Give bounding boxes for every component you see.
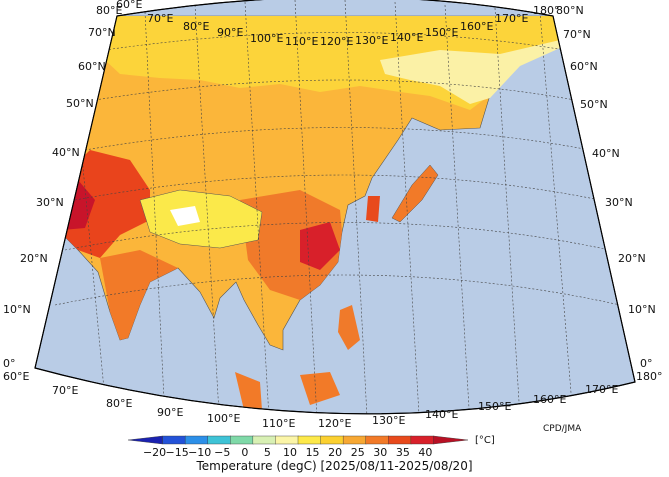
lon-label-bottom: 100°E [207, 412, 240, 425]
credit-label: CPD/JMA [543, 424, 582, 434]
tibet-core [170, 206, 200, 226]
lon-label-bottom: 150°E [478, 400, 511, 413]
colorbar-tick-label: −15 [166, 446, 189, 459]
colorbar-swatch [207, 435, 231, 445]
lat-labels-right: 80°N 70°N 60°N 50°N 40°N 30°N 20°N 10°N … [556, 4, 656, 370]
colorbar-swatch [127, 435, 163, 445]
lon-label-top: 180° [533, 4, 560, 17]
lat-labels-left: 70°N 60°N 50°N 40°N 30°N 20°N 10°N 0° [3, 26, 116, 370]
lon-label-bottom: 80°E [106, 397, 132, 410]
lon-label-top: 150°E [425, 26, 458, 39]
colorbar-swatch [162, 435, 186, 445]
colorbar-swatch [365, 435, 389, 445]
lat-label-left: 70°N [88, 26, 116, 39]
lon-label-bottom: 60°E [3, 370, 29, 383]
lat-label-right: 70°N [563, 28, 591, 41]
hot-region-india [100, 250, 178, 340]
borneo [300, 372, 340, 405]
colorbar-unit: [°C] [475, 435, 495, 446]
lon-labels-bottom: 60°E 70°E 80°E 90°E 100°E 110°E 120°E 13… [3, 370, 663, 430]
colorbar-tick-label: 10 [283, 446, 297, 459]
colorbar-tick-label: −5 [214, 446, 230, 459]
colorbar-tick-label: 5 [264, 446, 271, 459]
map-title: Temperature (degC) [2025/08/11-2025/08/2… [196, 459, 473, 473]
lon-label-bottom: 90°E [157, 406, 183, 419]
colorbar-tick-label: 30 [373, 446, 387, 459]
colorbar-swatch [184, 435, 209, 445]
hot-region-china [240, 190, 342, 300]
lat-label-right: 0° [640, 357, 653, 370]
lon-label-top: 170°E [495, 12, 528, 25]
lat-label-left: 50°N [66, 97, 94, 110]
lon-labels-top: 80°E 60°E 70°E 80°E 90°E 100°E 110°E 120… [96, 0, 560, 48]
colorbar-tick-label: −20 [143, 446, 166, 459]
lon-label-top: 60°E [116, 0, 142, 11]
colorbar-swatch [320, 435, 344, 445]
colorbar-tick-label: 25 [351, 446, 365, 459]
lat-label-left: 60°N [78, 60, 106, 73]
colorbar-swatch [342, 435, 367, 445]
colorbar-swatch [297, 435, 322, 445]
lon-label-bottom: 130°E [372, 414, 405, 427]
lat-label-left: 30°N [36, 196, 64, 209]
colorbar-tick-label: −10 [188, 446, 211, 459]
colorbar-tick-label: 15 [306, 446, 320, 459]
lat-label-right: 60°N [570, 60, 598, 73]
lon-label-top: 70°E [147, 12, 173, 25]
land-far-north [380, 40, 560, 104]
philippines [338, 305, 360, 350]
tibet-plateau [139, 189, 263, 249]
lat-label-right: 20°N [618, 252, 646, 265]
korea [366, 196, 380, 222]
colorbar-tick-label: 40 [418, 446, 432, 459]
colorbar-tick-label: 20 [328, 446, 342, 459]
lat-label-right: 50°N [580, 98, 608, 111]
lon-label-bottom: 180° [636, 370, 663, 383]
colorbar-swatch [230, 435, 254, 445]
lat-label-left: 0° [3, 357, 16, 370]
lon-label-bottom: 70°E [52, 384, 78, 397]
sumatra [235, 372, 262, 410]
lat-label-left: 40°N [52, 146, 80, 159]
lat-label-right: 10°N [628, 303, 656, 316]
colorbar-swatch [433, 435, 469, 445]
lon-label-bottom: 170°E [585, 383, 618, 396]
lat-label-left: 20°N [20, 252, 48, 265]
lat-label-right: 30°N [605, 196, 633, 209]
lon-label-bottom: 110°E [262, 417, 295, 430]
colorbar-tick-label: 0 [241, 446, 248, 459]
hottest-china [300, 222, 340, 270]
japan [391, 164, 439, 223]
lat-label-right: 40°N [592, 147, 620, 160]
lon-label-top: 130°E [355, 34, 388, 47]
lon-label-top: 110°E [285, 35, 318, 48]
lon-label-top: 80°E [96, 4, 122, 17]
colorbar-tick-label: 35 [396, 446, 410, 459]
colorbar-swatch [275, 435, 299, 445]
lon-label-top: 90°E [217, 26, 243, 39]
lon-label-top: 120°E [320, 35, 353, 48]
lon-label-bottom: 160°E [533, 393, 566, 406]
lon-label-top: 100°E [250, 32, 283, 45]
lat-label-left: 10°N [3, 303, 31, 316]
lat-label-right: 80°N [556, 4, 584, 17]
colorbar-swatch [252, 435, 277, 445]
lon-label-top: 160°E [460, 20, 493, 33]
colorbar: −20 −15 −10 −5 0 5 10 15 20 25 30 35 40 [127, 435, 469, 459]
lon-label-bottom: 120°E [318, 417, 351, 430]
colorbar-swatch [410, 435, 435, 445]
lon-label-top: 140°E [390, 31, 423, 44]
lon-label-bottom: 140°E [425, 408, 458, 421]
lon-label-top: 80°E [183, 20, 209, 33]
colorbar-swatch [388, 435, 412, 445]
